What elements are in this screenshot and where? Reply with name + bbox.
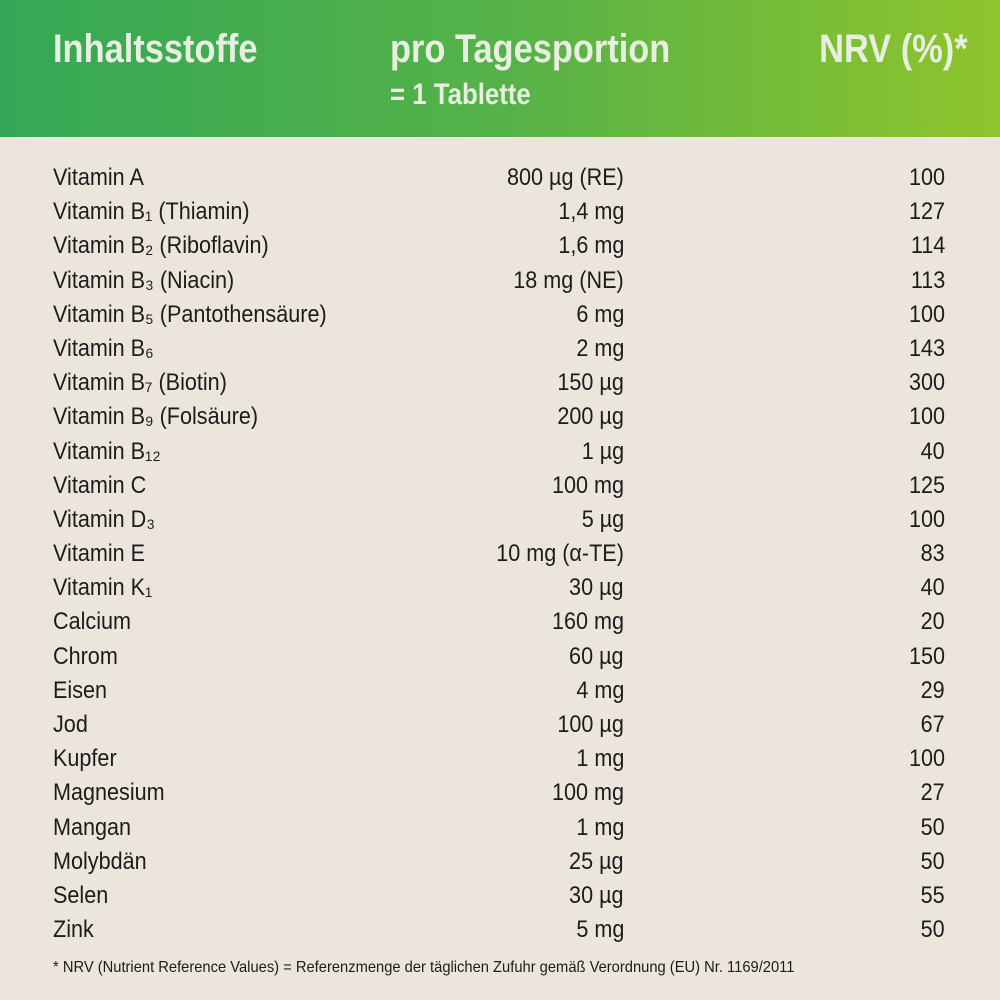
header-nrv: NRV (%)* xyxy=(819,27,968,71)
ingredient-name: Vitamin C xyxy=(53,471,147,499)
ingredient-name: Chrom xyxy=(53,642,118,670)
ingredient-nrv: 100 xyxy=(908,164,945,191)
header-per-daily-dose-sub: = 1 Tablette xyxy=(390,78,531,111)
ingredient-name: Kupfer xyxy=(53,745,117,773)
table-row: Selen 30 µg 55 xyxy=(0,879,1000,913)
ingredient-name: Selen xyxy=(53,881,109,909)
ingredient-nrv: 40 xyxy=(920,574,945,602)
table-row: Mangan 1 mg 50 xyxy=(0,811,1000,845)
ingredient-name: Magnesium xyxy=(53,779,165,807)
ingredient-nrv: 125 xyxy=(908,471,945,499)
ingredient-amount: 60 µg xyxy=(569,642,624,670)
header-per-daily-dose: pro Tagesportion xyxy=(390,27,671,71)
ingredient-amount: 800 µg (RE) xyxy=(507,164,624,191)
ingredient-name: Mangan xyxy=(53,813,132,841)
nrv-footnote: * NRV (Nutrient Reference Values) = Refe… xyxy=(53,959,795,976)
ingredient-amount: 30 µg xyxy=(569,881,624,909)
ingredient-nrv: 300 xyxy=(908,369,945,397)
ingredient-name: Vitamin B₆ xyxy=(53,334,154,362)
ingredient-amount: 200 µg xyxy=(557,403,624,431)
ingredient-amount: 10 mg (α-TE) xyxy=(496,540,624,568)
ingredient-nrv: 143 xyxy=(908,334,945,362)
ingredient-amount: 25 µg xyxy=(569,847,624,875)
ingredients-table: Vitamin A 800 µg (RE) 100 Vitamin B₁ (Thia… xyxy=(0,161,1000,947)
ingredient-nrv: 127 xyxy=(908,198,945,226)
ingredient-name: Molybdän xyxy=(53,847,147,875)
table-row: Molybdän 25 µg 50 xyxy=(0,845,1000,879)
ingredient-nrv: 67 xyxy=(920,711,945,738)
ingredient-nrv: 27 xyxy=(920,779,945,807)
ingredient-name: Calcium xyxy=(53,608,132,636)
ingredient-amount: 150 µg xyxy=(557,369,624,397)
table-row: Vitamin E 10 mg (α-TE) 83 xyxy=(0,537,1000,571)
table-row: Vitamin B₆ 2 mg 143 xyxy=(0,332,1000,366)
ingredient-amount: 6 mg xyxy=(575,300,624,328)
table-header: Inhaltsstoffe pro Tagesportion = 1 Table… xyxy=(0,0,1000,137)
table-row: Vitamin C 100 mg 125 xyxy=(0,469,1000,503)
ingredient-name: Vitamin E xyxy=(53,540,146,568)
ingredient-name: Vitamin B₅ (Pantothensäure) xyxy=(53,300,327,328)
ingredient-amount: 1,4 mg xyxy=(557,198,624,226)
table-row: Vitamin B₃ (Niacin) 18 mg (NE) 113 xyxy=(0,264,1000,298)
ingredient-nrv: 114 xyxy=(910,232,945,260)
table-row: Zink 5 mg 50 xyxy=(0,913,1000,947)
ingredient-amount: 100 mg xyxy=(551,471,624,499)
ingredient-amount: 1,6 mg xyxy=(557,232,624,260)
ingredient-amount: 1 mg xyxy=(575,813,624,841)
ingredient-nrv: 50 xyxy=(920,847,945,875)
ingredient-nrv: 83 xyxy=(920,540,945,568)
table-row: Calcium 160 mg 20 xyxy=(0,605,1000,639)
ingredient-name: Vitamin A xyxy=(53,164,144,191)
ingredient-nrv: 50 xyxy=(920,813,945,841)
table-row: Vitamin A 800 µg (RE) 100 xyxy=(0,161,1000,195)
table-row: Chrom 60 µg 150 xyxy=(0,640,1000,674)
table-row: Vitamin B₉ (Folsäure) 200 µg 100 xyxy=(0,400,1000,434)
ingredient-name: Vitamin B₁₂ xyxy=(53,437,161,465)
ingredient-amount: 100 mg xyxy=(551,779,624,807)
ingredient-nrv: 100 xyxy=(908,403,945,431)
ingredient-name: Vitamin D₃ xyxy=(53,505,156,533)
ingredient-amount: 30 µg xyxy=(569,574,624,602)
ingredient-name: Vitamin K₁ xyxy=(53,574,153,602)
ingredient-name: Vitamin B₉ (Folsäure) xyxy=(53,403,259,431)
table-row: Magnesium 100 mg 27 xyxy=(0,776,1000,810)
table-row: Eisen 4 mg 29 xyxy=(0,674,1000,708)
table-row: Vitamin B₁₂ 1 µg 40 xyxy=(0,435,1000,469)
ingredient-name: Eisen xyxy=(53,676,108,704)
table-row: Vitamin D₃ 5 µg 100 xyxy=(0,503,1000,537)
table-row: Vitamin B₅ (Pantothensäure) 6 mg 100 xyxy=(0,298,1000,332)
ingredient-nrv: 50 xyxy=(920,916,945,944)
ingredient-amount: 5 µg xyxy=(581,505,624,533)
ingredient-nrv: 20 xyxy=(920,608,945,636)
table-row: Kupfer 1 mg 100 xyxy=(0,742,1000,776)
ingredient-nrv: 113 xyxy=(910,266,945,294)
ingredient-amount: 2 mg xyxy=(575,334,624,362)
ingredient-nrv: 29 xyxy=(920,676,945,704)
ingredient-nrv: 55 xyxy=(920,881,945,909)
ingredient-amount: 100 µg xyxy=(557,711,624,738)
ingredient-name: Jod xyxy=(53,711,88,738)
header-ingredients: Inhaltsstoffe xyxy=(53,27,258,71)
ingredient-amount: 1 mg xyxy=(575,745,624,773)
table-row: Vitamin B₁ (Thiamin) 1,4 mg 127 xyxy=(0,195,1000,229)
ingredient-name: Vitamin B₁ (Thiamin) xyxy=(53,198,250,226)
ingredient-amount: 1 µg xyxy=(581,437,624,465)
ingredient-nrv: 40 xyxy=(920,437,945,465)
ingredient-name: Vitamin B₂ (Riboflavin) xyxy=(53,232,269,260)
ingredient-nrv: 100 xyxy=(908,505,945,533)
ingredient-amount: 5 mg xyxy=(575,916,624,944)
table-row: Vitamin B₂ (Riboflavin) 1,6 mg 114 xyxy=(0,229,1000,263)
table-row: Vitamin K₁ 30 µg 40 xyxy=(0,571,1000,605)
ingredient-amount: 160 mg xyxy=(551,608,624,636)
ingredient-name: Vitamin B₇ (Biotin) xyxy=(53,369,227,397)
ingredient-amount: 4 mg xyxy=(575,676,624,704)
ingredient-nrv: 150 xyxy=(908,642,945,670)
table-row: Vitamin B₇ (Biotin) 150 µg 300 xyxy=(0,366,1000,400)
table-row: Jod 100 µg 67 xyxy=(0,708,1000,742)
ingredient-nrv: 100 xyxy=(908,300,945,328)
ingredient-name: Zink xyxy=(53,916,94,944)
ingredient-nrv: 100 xyxy=(908,745,945,773)
ingredient-name: Vitamin B₃ (Niacin) xyxy=(53,266,235,294)
ingredient-amount: 18 mg (NE) xyxy=(513,266,624,294)
